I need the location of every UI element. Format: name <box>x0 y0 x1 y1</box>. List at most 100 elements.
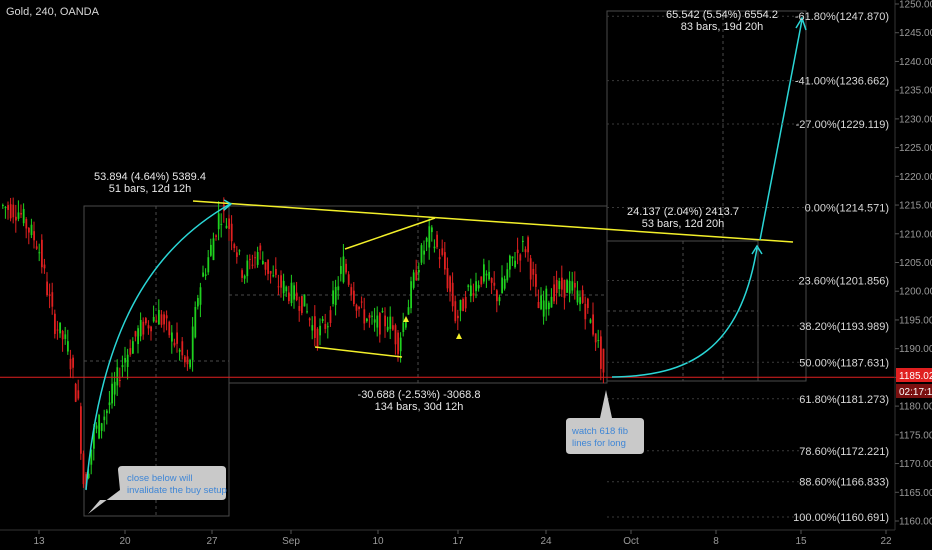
candle-body <box>353 290 355 305</box>
candle-body <box>446 268 449 289</box>
candle-body <box>581 290 584 303</box>
candle-body <box>399 337 402 352</box>
candle-body <box>324 323 327 329</box>
time-tick-label: 24 <box>540 536 552 547</box>
candle-body <box>20 213 22 215</box>
candle-body <box>438 257 441 260</box>
price-tick-label: 1175.000 <box>899 430 932 441</box>
price-axis: 1250.000 1245.000 1240.000 1235.000 1230.000… <box>894 0 932 530</box>
candle-body <box>12 204 15 218</box>
candle-body <box>202 272 204 277</box>
fib-level-label: -27.00%(1229.119) <box>796 119 889 131</box>
candle-body <box>95 425 98 429</box>
countdown-badge-bg <box>896 384 932 398</box>
candle-body <box>392 325 394 330</box>
candle-body <box>306 311 308 313</box>
drawings <box>0 16 895 491</box>
price-tick-label: 1160.000 <box>899 517 932 528</box>
candle-body <box>358 306 360 310</box>
candle-body <box>334 286 337 306</box>
current-price-badge-bg <box>896 368 932 382</box>
measure-label-3-line1: 24.137 (2.04%) 2413.7 <box>627 206 739 218</box>
candle-body <box>90 449 93 465</box>
candle-body <box>171 332 173 342</box>
note-invalidate[interactable]: close below will invalidate the buy setu… <box>88 466 227 514</box>
candle-body <box>163 314 165 325</box>
candle-body <box>366 318 368 322</box>
measure-label-4-line1: 65.542 (5.54%) 6554.2 <box>666 9 778 21</box>
candle-body <box>132 341 134 354</box>
candle-body <box>59 322 61 334</box>
candle-body <box>4 206 7 208</box>
candle-body <box>181 341 184 356</box>
candle-body <box>139 319 142 337</box>
candle-body <box>436 234 438 248</box>
candle-body <box>236 252 238 257</box>
candle-body <box>329 310 332 323</box>
candle-body <box>150 326 152 332</box>
candle-body <box>537 301 540 309</box>
candle-body <box>61 330 64 340</box>
fib-level-label: 50.00%(1187.631) <box>799 357 889 369</box>
candle-body <box>103 416 106 421</box>
candle-body <box>379 313 381 335</box>
note-fib-watch[interactable]: watch 618 fib lines for long <box>566 390 644 454</box>
candle-body <box>228 218 230 229</box>
measure-label-1-line1: 53.894 (4.64%) 5389.4 <box>94 171 206 183</box>
projection-line-up <box>759 19 803 241</box>
candle-body <box>384 315 386 327</box>
candle-body <box>509 255 511 270</box>
projection-arc-left <box>85 203 231 491</box>
candle-body <box>215 235 217 237</box>
candle-body <box>113 381 116 395</box>
candle-body <box>77 390 80 399</box>
candle-body <box>558 281 561 290</box>
candle-body <box>238 250 241 252</box>
countdown-text: 02:17:15 <box>899 387 932 398</box>
candle-body <box>7 205 9 210</box>
price-tick-label: 1230.000 <box>899 114 932 125</box>
note-invalidate-line2: invalidate the buy setup <box>127 485 227 496</box>
fib-level-label: 23.60%(1201.856) <box>798 276 889 288</box>
candle-body <box>251 264 254 266</box>
candle-body <box>561 277 563 290</box>
candle-body <box>342 256 345 283</box>
candle-body <box>412 272 415 288</box>
candle-body <box>376 315 379 328</box>
candle-body <box>394 325 397 345</box>
candle-body <box>350 287 353 295</box>
candle-body <box>420 245 423 263</box>
candle-body <box>516 249 519 254</box>
candle-body <box>555 279 558 293</box>
candle-body <box>423 250 425 255</box>
time-tick-label: 10 <box>372 536 384 547</box>
candle-body <box>340 266 342 274</box>
candle-body <box>189 359 191 368</box>
time-tick-label: Sep <box>282 536 300 547</box>
candle-body <box>576 290 579 303</box>
price-tick-label: 1235.000 <box>899 86 932 97</box>
price-tick-label: 1165.000 <box>899 488 932 499</box>
countdown-badge: 02:17:15 <box>896 384 932 398</box>
candle-body <box>272 275 275 277</box>
candle-body <box>457 315 459 319</box>
fib-level-label: 78.60%(1172.221) <box>799 446 889 458</box>
candle-body <box>147 325 150 329</box>
time-tick-label: 15 <box>795 536 807 547</box>
candle-body <box>529 258 532 280</box>
candle-body <box>553 284 555 302</box>
time-tick-label: 13 <box>33 536 45 547</box>
chart-title: Gold, 240, OANDA <box>6 6 100 18</box>
candle-body <box>51 292 54 307</box>
candle-body <box>191 326 194 360</box>
price-tick-label: 1200.000 <box>899 287 932 298</box>
candle-body <box>145 318 147 324</box>
candle-body <box>535 274 537 287</box>
candle-body <box>269 271 272 274</box>
resistance-trendline <box>192 200 794 243</box>
candle-body <box>108 402 111 406</box>
candle-body <box>246 260 249 277</box>
candle-body <box>303 294 306 307</box>
